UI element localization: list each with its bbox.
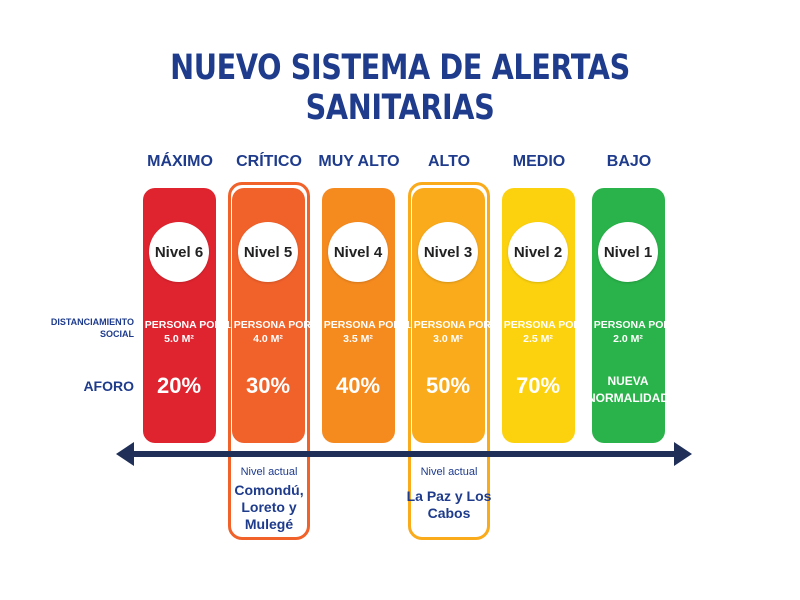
arrow-left-icon [116, 442, 134, 466]
level-scale-arrow [132, 451, 675, 457]
current-places-3: La Paz y Los Cabos [406, 488, 492, 521]
distancing-value-4: 1 PERSONA POR 3.5 M² [315, 319, 401, 345]
capacity-value-6: 20% [156, 373, 202, 398]
current-level-outline-3 [408, 182, 490, 540]
level-name-critico: CRÍTICO [236, 153, 302, 170]
capacity-value-3: 50% [425, 373, 471, 398]
capacity-value-2: 70% [515, 373, 561, 398]
distancing-value-3: 1 PERSONA POR 3.0 M² [405, 319, 491, 345]
level-name-maximo: MÁXIMO [147, 153, 213, 170]
level-name-muy-alto: MUY ALTO [318, 153, 400, 170]
nivel-badge-2: Nivel 2 [508, 222, 568, 282]
capacity-value-1: NUEVA NORMALIDAD [587, 374, 669, 405]
nivel-badge-4: Nivel 4 [328, 222, 388, 282]
nivel-badge-1: Nivel 1 [598, 222, 658, 282]
current-places-5: Comondú, Loreto y Mulegé [234, 482, 304, 532]
level-name-bajo: BAJO [606, 153, 652, 170]
current-level-outline-5 [228, 182, 310, 540]
page-title: NUEVO SISTEMA DE ALERTAS SANITARIAS [170, 48, 630, 128]
distancing-value-1: 1 PERSONA POR 2.0 M² [585, 319, 671, 345]
current-level-label-3: Nivel actual [420, 466, 478, 478]
distancing-value-5: 1 PERSONA POR 4.0 M² [225, 319, 311, 345]
level-name-alto: ALTO [427, 153, 471, 170]
distancing-row-label: DISTANCIAMIENTO SOCIAL [50, 317, 134, 339]
nivel-badge-5: Nivel 5 [238, 222, 298, 282]
distancing-value-2: 1 PERSONA POR 2.5 M² [495, 319, 581, 345]
capacity-value-5: 30% [245, 373, 291, 398]
nivel-badge-3: Nivel 3 [418, 222, 478, 282]
current-level-label-5: Nivel actual [240, 466, 298, 478]
nivel-badge-6: Nivel 6 [149, 222, 209, 282]
distancing-value-6: 1 PERSONA POR 5.0 M² [136, 319, 222, 345]
arrow-right-icon [674, 442, 692, 466]
level-name-medio: MEDIO [512, 153, 566, 170]
capacity-row-label: AFORO [83, 378, 134, 394]
capacity-value-4: 40% [335, 373, 381, 398]
